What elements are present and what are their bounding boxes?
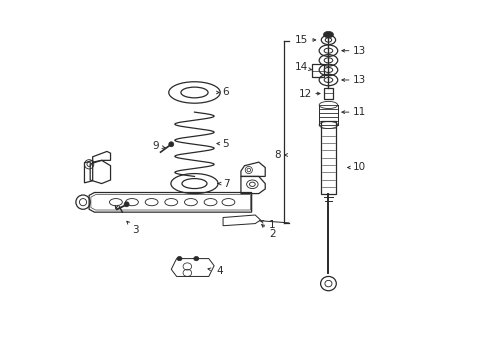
Bar: [323, 88, 332, 99]
Ellipse shape: [168, 142, 173, 147]
Ellipse shape: [323, 31, 333, 38]
Text: 7: 7: [222, 179, 229, 189]
Text: 5: 5: [222, 139, 229, 149]
Ellipse shape: [177, 256, 182, 261]
Ellipse shape: [124, 202, 129, 207]
Text: 2: 2: [268, 229, 275, 239]
Text: 4: 4: [216, 266, 223, 276]
Text: 10: 10: [352, 162, 366, 172]
Text: 3: 3: [132, 225, 139, 235]
Text: 13: 13: [352, 75, 366, 85]
Bar: [312, 64, 323, 77]
Ellipse shape: [193, 256, 198, 261]
Text: 13: 13: [352, 46, 366, 56]
Text: 8: 8: [273, 150, 280, 160]
Text: 14: 14: [294, 63, 307, 72]
Bar: [320, 121, 335, 194]
Text: 11: 11: [352, 107, 366, 117]
Text: 1: 1: [268, 220, 275, 230]
Text: 6: 6: [222, 87, 229, 98]
Text: 15: 15: [294, 35, 307, 45]
Text: 12: 12: [298, 89, 311, 99]
Text: 9: 9: [152, 141, 158, 151]
